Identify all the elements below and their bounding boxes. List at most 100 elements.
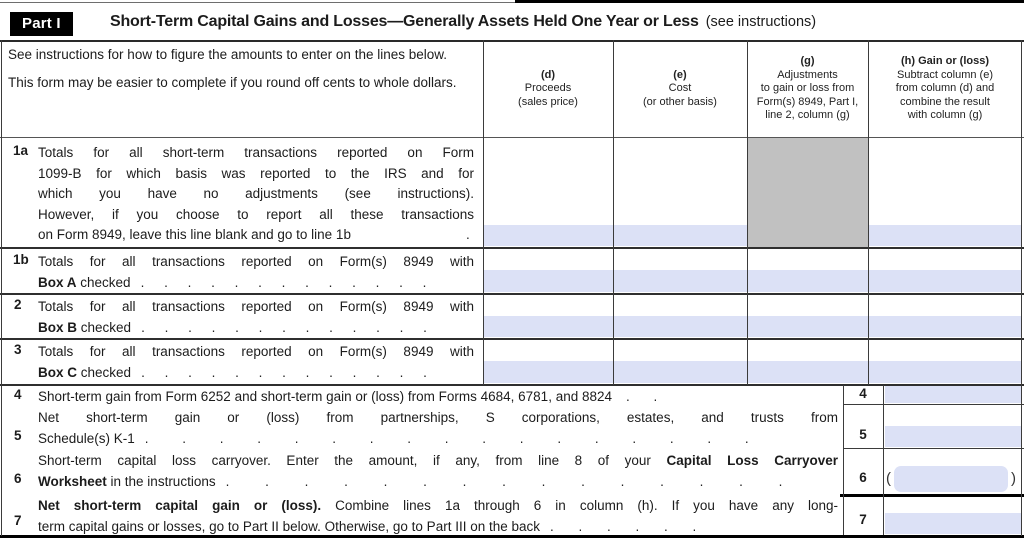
line-4-ref-number: 4 — [859, 386, 867, 401]
col-d-label: Proceeds (sales price) — [518, 82, 578, 108]
line-6-description: Short-term capital loss carryover. Enter… — [38, 451, 838, 492]
line-6-paren-open: ( — [886, 470, 891, 487]
col-h-label: Subtract column (e) from column (d) and … — [895, 68, 995, 122]
line-1b-input-col-g[interactable] — [748, 270, 868, 292]
col-desc-d-border — [483, 40, 484, 385]
line-1b-leader-dots: . . . . . . . . . . . . . — [140, 274, 427, 290]
line-2-input-col-d[interactable] — [484, 316, 613, 337]
line-1a-input-col-h[interactable] — [869, 225, 1021, 246]
line-1a-input-col-d[interactable] — [484, 225, 613, 246]
line-5-text-l1: Net short-term gain or (loss) from partn… — [38, 410, 838, 425]
col-h-header: (h) Gain or (loss) Subtract column (e) f… — [869, 42, 1021, 136]
line-1b-box-label: Box A — [38, 274, 77, 290]
top-partial-rule — [0, 2, 1024, 3]
row-3-divider — [0, 384, 1024, 386]
row-4-divider — [843, 404, 1024, 405]
line-3-input-col-d[interactable] — [484, 361, 613, 383]
col-d-code: (d) — [540, 68, 556, 81]
col-g-header: (g) Adjustments to gain or loss from For… — [748, 42, 867, 136]
line-3-input-col-e[interactable] — [614, 361, 747, 383]
col-d-e-border — [613, 40, 614, 385]
line-5-leader-dots: . . . . . . . . . . . . . . . . . — [144, 430, 749, 446]
line-1a-text-l4: However, if you choose to report all the… — [38, 206, 474, 222]
line-2-leader-dots: . . . . . . . . . . . . . — [141, 319, 427, 335]
line-1a-leader-dot: . — [466, 227, 470, 242]
line-4-description: Short-term gain from Form 6252 and short… — [38, 389, 658, 404]
line-4-leader-dots: . . — [626, 389, 658, 404]
line-3-text-l2: Box C checked. . . . . . . . . . . . . — [38, 364, 427, 380]
header-row-divider — [0, 137, 1024, 138]
line-6-paren-close: ) — [1011, 470, 1016, 487]
col-d-header: (d) Proceeds (sales price) — [484, 42, 612, 136]
col-e-g-border — [747, 40, 748, 385]
line-5-ref-number: 5 — [859, 427, 867, 442]
line-2-input-col-e[interactable] — [614, 316, 747, 337]
line-6-text-l2: Worksheet in the instructions. . . . . .… — [38, 473, 783, 489]
line-7-description: Net short-term capital gain or (loss). C… — [38, 496, 838, 537]
table-bottom-border — [0, 535, 1024, 538]
line-7-bold-lead: Net short-term capital gain or (loss). — [38, 498, 322, 513]
line-5-text-l2: Schedule(s) K-1. . . . . . . . . . . . .… — [38, 430, 749, 446]
line-6-text-l1: Short-term capital loss carryover. Enter… — [38, 453, 838, 468]
line-1a-number: 1a — [13, 143, 29, 158]
table-left-border — [1, 40, 2, 536]
line-6-worksheet-ref-part2: Worksheet — [38, 473, 107, 489]
lineno-col-left-border — [843, 385, 844, 535]
line-4-number: 4 — [14, 387, 22, 402]
line-1a-text-l3: which you have no adjustments (see instr… — [38, 186, 474, 201]
line-1a-text-l5: on Form 8949, leave this line blank and … — [38, 227, 351, 242]
line-1b-input-col-d[interactable] — [484, 270, 613, 292]
line-1a-text-l1: Totals for all short-term transactions r… — [38, 145, 474, 160]
line-3-number: 3 — [14, 342, 22, 357]
line-6-leader-dots: . . . . . . . . . . . . . . . — [225, 473, 783, 489]
line-2-input-col-h[interactable] — [869, 316, 1021, 337]
col-e-header: (e) Cost (or other basis) — [614, 42, 746, 136]
line-2-text-l1: Totals for all transactions reported on … — [38, 299, 474, 314]
part-title-note: (see instructions) — [705, 14, 817, 30]
line-5-amount-input[interactable] — [885, 426, 1021, 447]
line-1b-description: Totals for all transactions reported on … — [38, 252, 474, 293]
line-2-box-label: Box B — [38, 319, 78, 335]
line-3-leader-dots: . . . . . . . . . . . . . — [141, 364, 427, 380]
line-1b-input-col-h[interactable] — [869, 270, 1021, 292]
line-7-text-l1: Net short-term capital gain or (loss). C… — [38, 498, 838, 513]
line-3-input-col-h[interactable] — [869, 361, 1021, 383]
line-2-input-col-g[interactable] — [748, 316, 868, 337]
line-7-number: 7 — [14, 513, 22, 528]
line-7-amount-input[interactable] — [885, 513, 1021, 534]
line-6-number: 6 — [14, 471, 22, 486]
col-e-label: Cost (or other basis) — [643, 82, 717, 108]
table-top-border — [0, 40, 1024, 42]
line-3-description: Totals for all transactions reported on … — [38, 342, 474, 383]
line-7-leader-dots: . . . . . . — [550, 518, 697, 534]
line-5-description: Net short-term gain or (loss) from partn… — [38, 408, 838, 449]
line-1a-input-col-e[interactable] — [614, 225, 747, 246]
part-title: Short-Term Capital Gains and Losses—Gene… — [110, 13, 816, 31]
line-5-number: 5 — [14, 428, 22, 443]
line-6-ref-number: 6 — [859, 470, 867, 485]
instructions-cell: See instructions for how to figure the a… — [8, 46, 478, 91]
line-1a-description: Totals for all short-term transactions r… — [38, 143, 474, 246]
lineno-col-right-border — [883, 385, 884, 535]
col-g-h-border — [868, 40, 869, 385]
line-7-text-l2: term capital gains or losses, go to Part… — [38, 518, 697, 534]
line-3-input-col-g[interactable] — [748, 361, 868, 383]
table-right-border — [1021, 40, 1022, 536]
line-4-amount-input[interactable] — [885, 386, 1021, 403]
line-3-box-label: Box C — [38, 364, 78, 380]
part-title-text: Short-Term Capital Gains and Losses—Gene… — [110, 13, 699, 30]
instructions-paragraph-2: This form may be easier to complete if y… — [8, 75, 457, 90]
line-3-text-l1: Totals for all transactions reported on … — [38, 344, 474, 359]
instructions-paragraph-1: See instructions for how to figure the a… — [8, 47, 448, 62]
line-1b-text-l2: Box A checked. . . . . . . . . . . . . — [38, 274, 427, 290]
line-7-ref-number: 7 — [859, 512, 867, 527]
col-e-code: (e) — [673, 68, 687, 81]
line-1b-input-col-e[interactable] — [614, 270, 747, 292]
line-2-number: 2 — [14, 297, 22, 312]
line-6-amount-input[interactable] — [894, 466, 1008, 492]
col-g-label: Adjustments to gain or loss from Form(s)… — [756, 68, 859, 122]
row-2-divider — [0, 338, 1024, 340]
row-1a-divider — [0, 247, 1024, 249]
line-1b-number: 1b — [13, 252, 29, 267]
